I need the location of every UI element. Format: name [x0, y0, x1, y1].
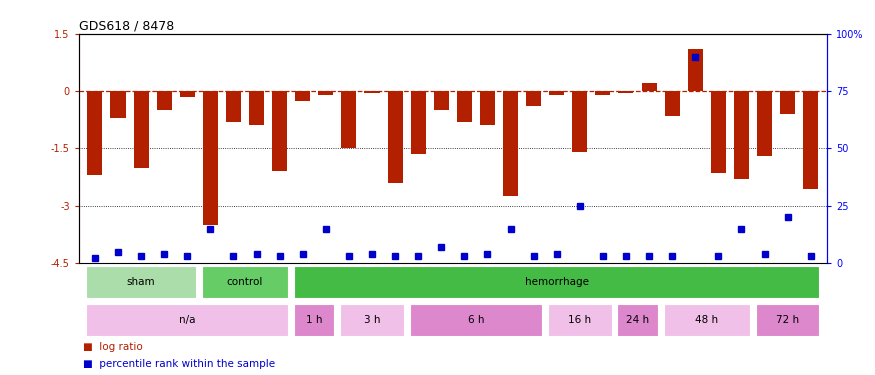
Text: 6 h: 6 h — [467, 315, 484, 326]
Bar — [87, 304, 288, 336]
Bar — [688, 49, 703, 91]
Bar — [480, 91, 495, 126]
Text: sham: sham — [127, 277, 156, 287]
Bar — [318, 91, 333, 95]
Bar — [340, 304, 403, 336]
Bar — [618, 304, 658, 336]
Bar — [756, 304, 819, 336]
Bar — [157, 91, 172, 110]
Bar — [134, 91, 149, 168]
Bar — [388, 91, 402, 183]
Bar — [365, 91, 380, 93]
Bar — [548, 304, 612, 336]
Bar — [619, 91, 634, 93]
Bar — [665, 91, 680, 116]
Text: GDS618 / 8478: GDS618 / 8478 — [79, 20, 174, 33]
Bar — [503, 91, 518, 196]
Text: n/a: n/a — [179, 315, 195, 326]
Bar — [434, 91, 449, 110]
Bar — [641, 83, 656, 91]
Bar — [202, 266, 288, 298]
Bar — [595, 91, 611, 95]
Text: 72 h: 72 h — [776, 315, 799, 326]
Text: 3 h: 3 h — [364, 315, 381, 326]
Bar — [410, 304, 542, 336]
Text: 24 h: 24 h — [626, 315, 649, 326]
Bar — [110, 91, 125, 118]
Bar — [550, 91, 564, 95]
Bar — [710, 91, 726, 173]
Bar — [410, 91, 425, 154]
Bar — [341, 91, 356, 148]
Bar — [203, 91, 218, 225]
Bar — [757, 91, 772, 156]
Bar — [526, 91, 541, 106]
Bar — [249, 91, 264, 126]
Bar — [272, 91, 287, 171]
Bar — [294, 304, 334, 336]
Bar — [457, 91, 472, 122]
Text: 1 h: 1 h — [306, 315, 323, 326]
Text: 48 h: 48 h — [696, 315, 718, 326]
Bar — [294, 266, 819, 298]
Text: ■  log ratio: ■ log ratio — [83, 342, 143, 352]
Text: control: control — [227, 277, 263, 287]
Bar — [734, 91, 749, 179]
Text: hemorrhage: hemorrhage — [525, 277, 589, 287]
Bar — [663, 304, 750, 336]
Bar — [572, 91, 587, 152]
Bar — [803, 91, 818, 189]
Text: ■  percentile rank within the sample: ■ percentile rank within the sample — [83, 359, 276, 369]
Bar — [780, 91, 795, 114]
Text: 16 h: 16 h — [568, 315, 592, 326]
Bar — [87, 266, 196, 298]
Bar — [179, 91, 195, 97]
Bar — [226, 91, 241, 122]
Bar — [88, 91, 102, 175]
Bar — [295, 91, 311, 101]
